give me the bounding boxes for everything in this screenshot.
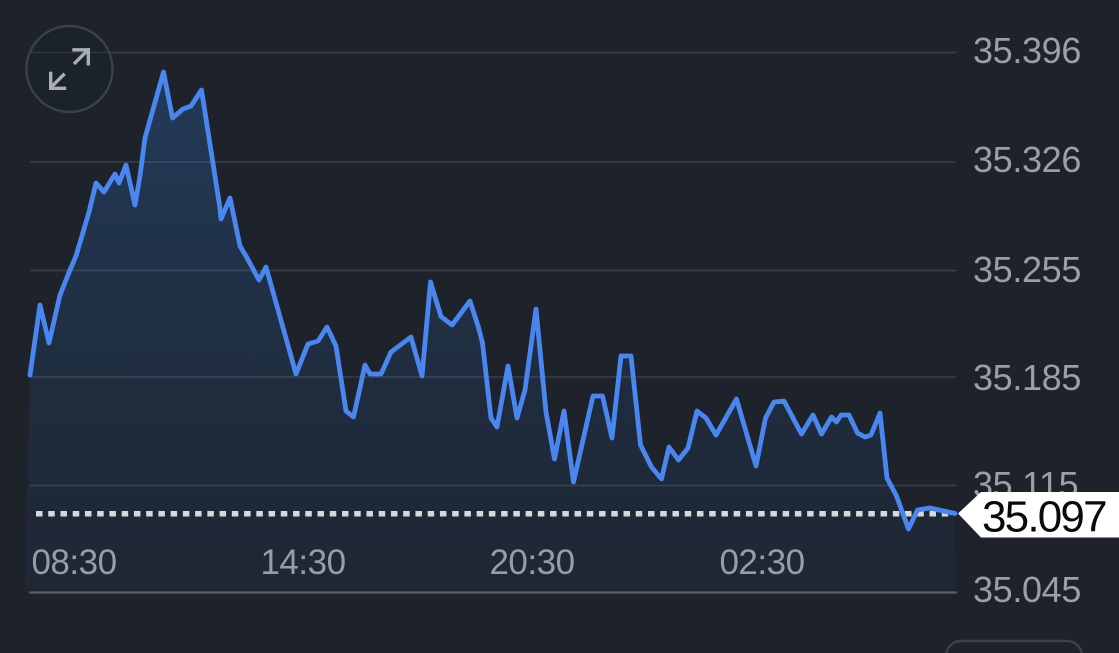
svg-text:35.097: 35.097 bbox=[982, 493, 1106, 542]
